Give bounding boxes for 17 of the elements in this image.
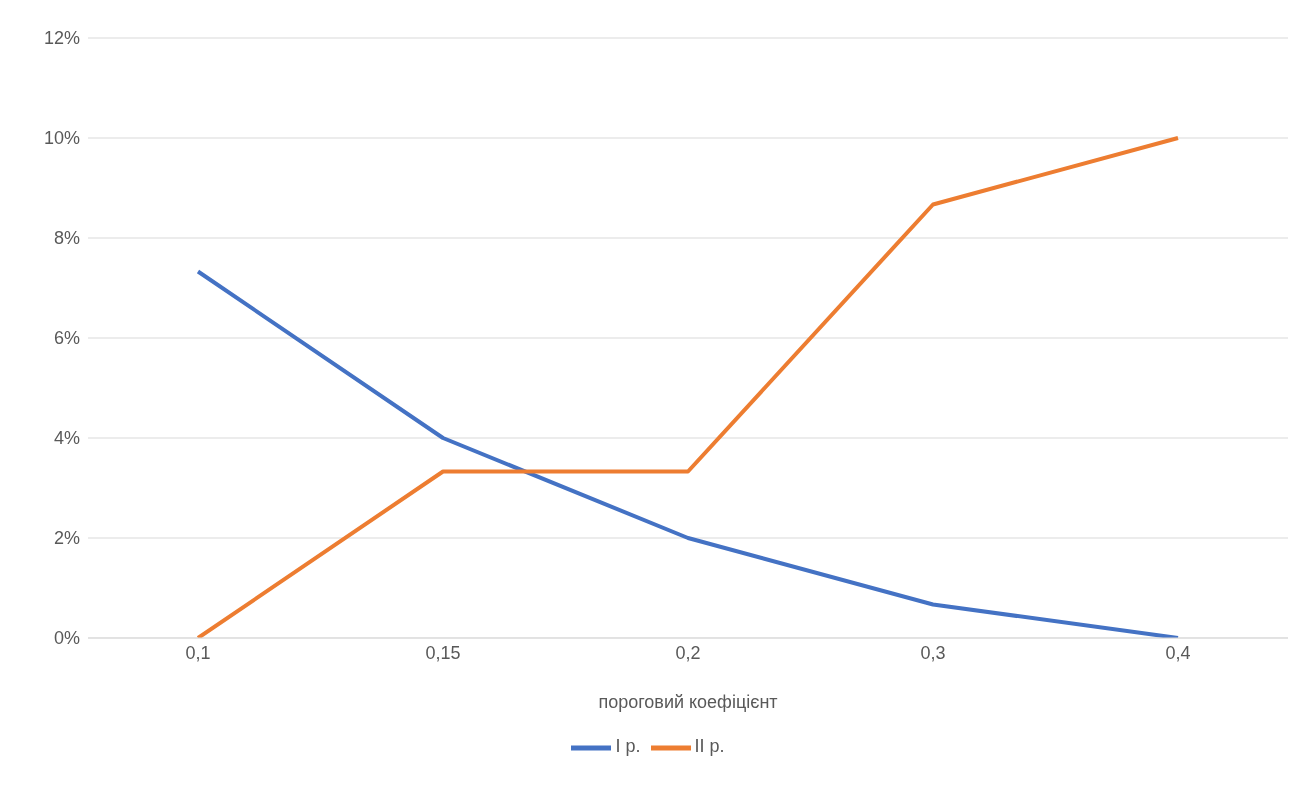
y-tick-label: 6% (53, 328, 80, 349)
x-axis-title: пороговий коефіцієнт (598, 692, 778, 712)
x-tick-label: 0,15 (425, 642, 461, 663)
y-tick-label: 4% (53, 428, 80, 449)
x-tick-label: 0,3 (920, 642, 946, 663)
x-tick-label: 0,2 (675, 642, 701, 663)
line-series (196, 136, 1180, 638)
line-series (196, 269, 1180, 638)
legend-label: II р. (694, 736, 725, 757)
y-tick-label: 2% (53, 528, 80, 549)
y-tick-label: 10% (43, 128, 80, 149)
legend-label: I р. (615, 736, 641, 757)
x-tick-label: 0,4 (1165, 642, 1191, 663)
y-tick-label: 8% (53, 228, 80, 249)
y-tick-label: 12% (43, 28, 80, 49)
y-tick-label: 0% (53, 628, 80, 649)
x-tick-label: 0,1 (185, 642, 211, 663)
